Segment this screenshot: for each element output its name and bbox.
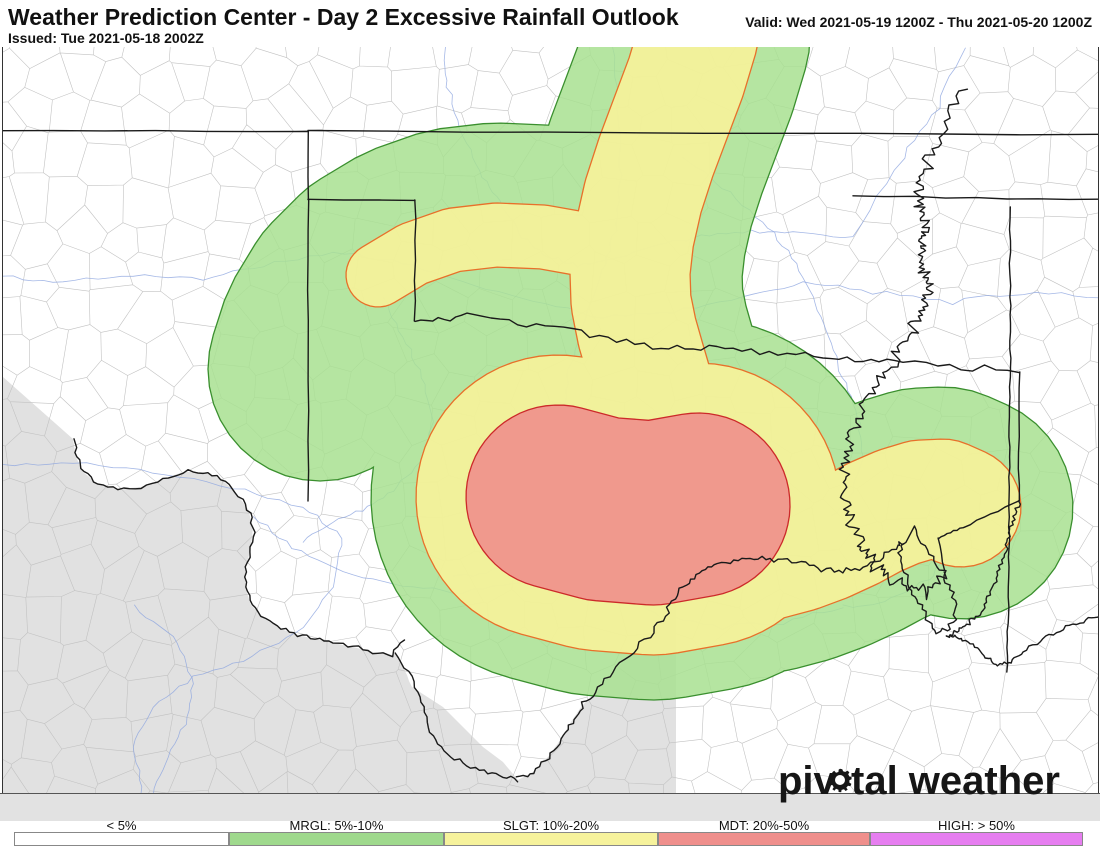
svg-text:tal weather: tal weather — [851, 759, 1060, 803]
svg-text:piv: piv — [778, 759, 837, 803]
